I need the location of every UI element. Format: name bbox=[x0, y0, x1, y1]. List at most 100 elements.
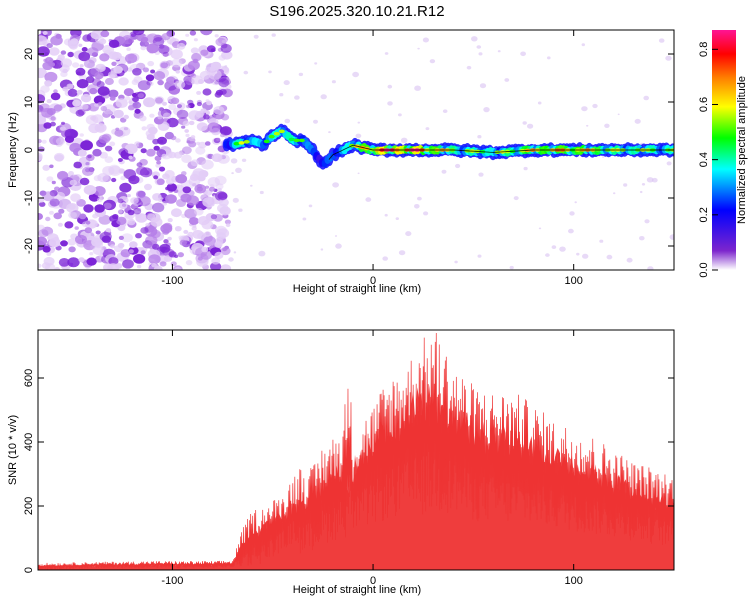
noise-blob bbox=[72, 99, 81, 107]
noise-blob bbox=[98, 214, 112, 225]
noise-blob bbox=[200, 30, 213, 36]
noise-blob bbox=[156, 178, 165, 185]
noise-blob bbox=[114, 129, 124, 137]
snr-x-label: Height of straight line (km) bbox=[293, 584, 421, 596]
noise-blob bbox=[150, 217, 163, 227]
noise-blob bbox=[38, 111, 42, 117]
noise-blob bbox=[53, 212, 62, 220]
noise-blob bbox=[179, 239, 187, 246]
noise-blob bbox=[126, 47, 131, 51]
noise-speck bbox=[646, 177, 654, 183]
noise-speck bbox=[335, 243, 342, 249]
noise-blob bbox=[157, 136, 167, 145]
noise-blob bbox=[175, 70, 180, 74]
noise-blob bbox=[220, 126, 232, 136]
noise-blob bbox=[93, 95, 106, 105]
noise-speck bbox=[497, 50, 501, 53]
noise-blob bbox=[94, 71, 104, 80]
noise-blob bbox=[81, 160, 91, 168]
noise-blob bbox=[38, 35, 48, 46]
noise-blob bbox=[201, 220, 214, 230]
noise-blob bbox=[165, 186, 170, 191]
noise-blob bbox=[46, 252, 52, 256]
noise-blob bbox=[80, 94, 92, 103]
noise-speck bbox=[442, 109, 448, 113]
noise-speck bbox=[538, 227, 542, 230]
y-tick-label: 400 bbox=[23, 433, 35, 451]
noise-blob bbox=[148, 254, 161, 264]
noise-blob bbox=[83, 185, 97, 195]
noise-blob bbox=[108, 257, 119, 266]
noise-speck bbox=[581, 106, 588, 112]
noise-blob bbox=[149, 113, 155, 118]
noise-blob bbox=[188, 120, 195, 126]
noise-blob bbox=[97, 173, 109, 183]
noise-blob bbox=[127, 218, 136, 226]
noise-speck bbox=[357, 172, 360, 175]
noise-blob bbox=[162, 173, 170, 180]
noise-blob bbox=[219, 88, 227, 95]
noise-blob bbox=[100, 30, 110, 38]
noise-speck bbox=[504, 78, 510, 82]
noise-speck bbox=[576, 252, 580, 256]
noise-blob bbox=[93, 186, 106, 196]
noise-blob bbox=[202, 197, 216, 208]
noise-speck bbox=[417, 196, 422, 201]
noise-blob bbox=[99, 53, 110, 62]
noise-blob bbox=[78, 43, 83, 47]
y-tick-label: 0 bbox=[23, 567, 35, 573]
noise-blob bbox=[64, 128, 78, 139]
noise-blob bbox=[187, 99, 194, 105]
noise-blob bbox=[203, 114, 210, 120]
noise-speck bbox=[352, 71, 359, 78]
noise-blob bbox=[83, 204, 94, 213]
noise-blob bbox=[103, 263, 113, 270]
noise-blob bbox=[182, 186, 192, 194]
noise-blob bbox=[118, 77, 129, 86]
noise-blob bbox=[94, 123, 107, 133]
noise-blob bbox=[38, 67, 47, 79]
noise-blob bbox=[125, 53, 138, 64]
noise-blob bbox=[184, 129, 189, 133]
noise-speck bbox=[509, 265, 514, 270]
noise-blob bbox=[161, 153, 167, 158]
noise-blob bbox=[104, 145, 113, 152]
noise-speck bbox=[599, 239, 604, 243]
noise-blob bbox=[101, 235, 112, 243]
noise-blob bbox=[122, 35, 134, 45]
noise-blob bbox=[109, 141, 116, 147]
noise-blob bbox=[67, 51, 74, 58]
noise-speck bbox=[623, 183, 628, 187]
noise-speck bbox=[224, 65, 228, 68]
noise-blob bbox=[153, 175, 159, 180]
noise-blob bbox=[132, 30, 145, 36]
noise-speck bbox=[551, 245, 557, 250]
noise-speck bbox=[520, 51, 526, 57]
noise-blob bbox=[139, 167, 153, 178]
noise-blob bbox=[140, 148, 147, 154]
noise-blob bbox=[211, 153, 223, 162]
noise-blob bbox=[174, 226, 182, 232]
noise-blob bbox=[161, 201, 168, 206]
y-tick-label: -10 bbox=[23, 190, 35, 206]
noise-blob bbox=[126, 194, 131, 198]
noise-speck bbox=[606, 254, 613, 260]
noise-blob bbox=[195, 146, 206, 155]
noise-blob bbox=[132, 96, 139, 103]
noise-speck bbox=[268, 70, 272, 74]
noise-blob bbox=[122, 203, 126, 207]
noise-blob bbox=[138, 196, 151, 207]
noise-blob bbox=[200, 108, 207, 114]
noise-blob bbox=[140, 250, 146, 255]
ridge-peak bbox=[288, 137, 295, 142]
noise-blob bbox=[191, 75, 203, 85]
noise-speck bbox=[647, 266, 654, 270]
noise-blob bbox=[168, 103, 177, 111]
ridge-peak bbox=[238, 141, 245, 145]
chart-title: S196.2025.320.10.21.R12 bbox=[269, 3, 444, 20]
noise-blob bbox=[177, 252, 184, 258]
noise-blob bbox=[123, 114, 129, 120]
noise-speck bbox=[547, 56, 551, 60]
noise-blob bbox=[43, 122, 52, 129]
